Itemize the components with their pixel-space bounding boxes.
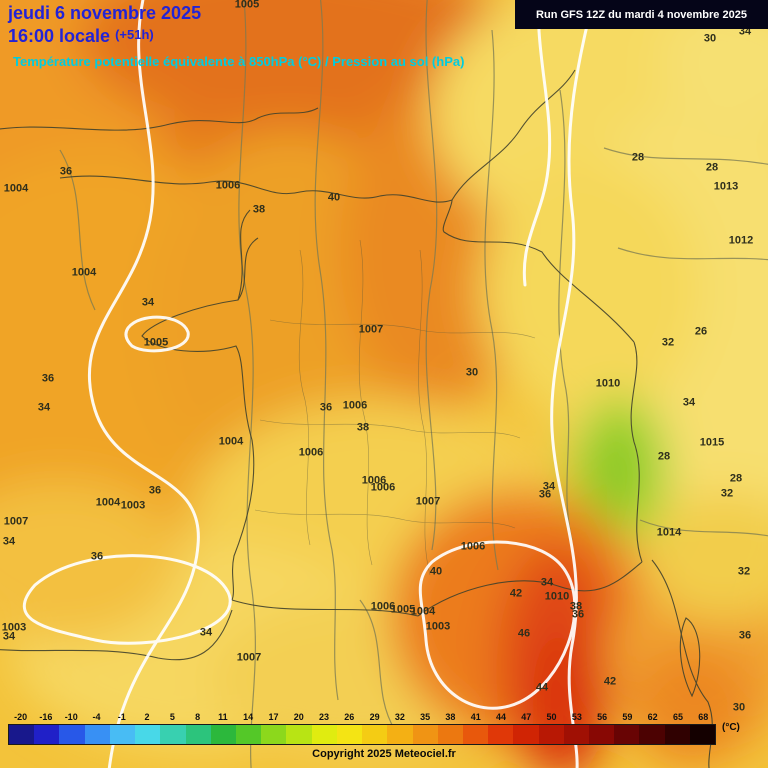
colorbar-segment xyxy=(34,725,60,744)
colorbar-segment xyxy=(9,725,35,744)
date-label: jeudi 6 novembre 2025 xyxy=(8,3,202,23)
theta-e-contour-lines xyxy=(59,0,768,768)
colorbar-tick: 20 xyxy=(293,712,304,722)
colorbar-tick: 56 xyxy=(597,712,608,722)
colorbar-segment xyxy=(513,725,539,744)
coastline-borders xyxy=(0,69,713,768)
colorbar-tick: 44 xyxy=(495,712,506,722)
time-label: 16:00 locale (+51h) xyxy=(8,24,464,47)
local-time: 16:00 locale xyxy=(8,26,111,46)
copyright-notice: Copyright 2025 Meteociel.fr xyxy=(312,748,456,760)
colorbar-segment xyxy=(84,725,110,744)
colorbar-tick: 65 xyxy=(672,712,683,722)
temperature-colorbar: -20 -16 -10 -4 -1 2 5 8 11 14 17 20 23 26 29 32 35 38 41 44… xyxy=(8,711,716,745)
colorbar-tick: 11 xyxy=(218,712,228,722)
colorbar-tick: 50 xyxy=(546,712,557,722)
colorbar-tick: 53 xyxy=(571,712,582,722)
colorbar-tick: 2 xyxy=(144,712,150,722)
colorbar-segment xyxy=(135,725,161,744)
colorbar-tick: 68 xyxy=(698,712,709,722)
colorbar-segment xyxy=(311,725,337,744)
colorbar-segment xyxy=(185,725,211,744)
colorbar-segment xyxy=(488,725,514,744)
colorbar-segment xyxy=(387,725,413,744)
colorbar-segment xyxy=(210,725,236,744)
colorbar-tick: 59 xyxy=(622,712,633,722)
colorbar-tick: -20 xyxy=(14,712,28,722)
colorbar-segment xyxy=(109,725,136,744)
colorbar-tick: -10 xyxy=(64,712,78,722)
colorbar-tick: 47 xyxy=(521,712,532,722)
colorbar-tick: 32 xyxy=(394,712,405,722)
colorbar-tick: -16 xyxy=(39,712,53,722)
colorbar-tick: -4 xyxy=(92,712,101,722)
colorbar-segment xyxy=(664,725,690,744)
colorbar-tick: -1 xyxy=(117,712,126,722)
department-border-lines xyxy=(254,239,536,576)
colorbar-tick: 14 xyxy=(243,712,254,722)
colorbar-tick: 8 xyxy=(195,712,201,722)
colorbar-tick: 38 xyxy=(445,712,456,722)
isobar-lines xyxy=(22,0,595,768)
colorbar-segment xyxy=(589,725,615,744)
forecast-offset-label: (+51h) xyxy=(115,27,154,42)
colorbar-tick: 62 xyxy=(647,712,658,722)
colorbar-segment xyxy=(614,725,640,744)
colorbar-tick-row: -20 -16 -10 -4 -1 2 5 8 11 14 17 20 23 26 29 32 35 38 41 44… xyxy=(8,711,716,724)
colorbar-segment xyxy=(437,725,463,744)
colorbar-segment xyxy=(639,725,665,744)
colorbar-segment xyxy=(160,725,186,744)
colorbar-segment xyxy=(235,725,262,744)
colorbar-segment xyxy=(412,725,438,744)
colorbar-tick: 17 xyxy=(268,712,279,722)
model-run-banner: Run GFS 12Z du mardi 4 novembre 2025 xyxy=(515,0,768,29)
header: jeudi 6 novembre 2025 16:00 locale (+51h… xyxy=(8,3,464,69)
colorbar-segment xyxy=(462,725,489,744)
colorbar-segment xyxy=(689,725,716,744)
colorbar-segment-row xyxy=(8,724,716,745)
colorbar-tick: 41 xyxy=(470,712,481,722)
colorbar-tick: 5 xyxy=(169,712,175,722)
colorbar-segment xyxy=(362,725,388,744)
colorbar-tick: 23 xyxy=(319,712,330,722)
colorbar-segment xyxy=(538,725,564,744)
colorbar-segment xyxy=(59,725,85,744)
colorbar-segment xyxy=(261,725,287,744)
map-parameter-title: Température potentielle équivalente à 85… xyxy=(13,54,465,69)
colorbar-segment xyxy=(563,725,590,744)
colorbar-unit-label: (°C) xyxy=(722,722,740,733)
colorbar-segment xyxy=(286,725,312,744)
colorbar-segment xyxy=(336,725,363,744)
colorbar-tick: 26 xyxy=(344,712,355,722)
model-run-label: Run GFS 12Z du mardi 4 novembre 2025 xyxy=(536,8,747,21)
colorbar-tick: 29 xyxy=(369,712,380,722)
colorbar-tick: 35 xyxy=(420,712,431,722)
